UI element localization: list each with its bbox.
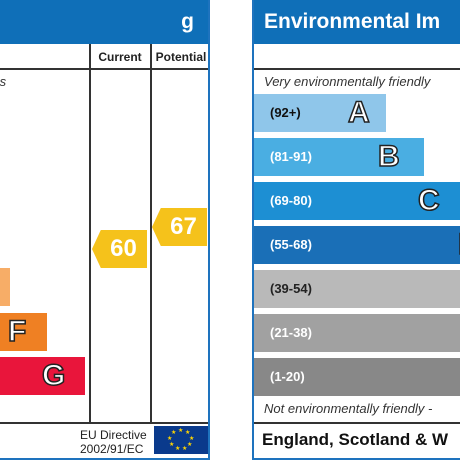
band-e-range: (39-54) <box>270 281 312 296</box>
directive-line-2: 2002/91/EC <box>80 442 144 456</box>
header-divider <box>254 68 460 70</box>
directive-line-1: EU Directive <box>80 428 147 442</box>
band-f: (21-38) <box>254 314 460 352</box>
band-f: F <box>0 313 47 351</box>
potential-column-header: Potential <box>152 44 208 70</box>
band-a-letter: A <box>347 95 370 130</box>
top-note: ts <box>0 74 7 89</box>
band-b: (81-91) B <box>254 138 424 176</box>
band-g: (1-20) <box>254 358 460 396</box>
current-column-header: Current <box>90 44 150 70</box>
eu-flag-icon: ★ ★ ★ ★ ★ ★ ★ ★ ★ <box>154 426 208 454</box>
band-a-range: (92+) <box>270 105 301 120</box>
energy-rating-title: g <box>0 0 208 44</box>
band-g-letter: G <box>41 358 66 393</box>
band-e: (39-54) <box>254 270 460 308</box>
band-c: (69-80) C <box>254 182 460 220</box>
footer-divider <box>254 422 460 424</box>
not-friendly-note: Not environmentally friendly - <box>264 401 433 416</box>
band-f-letter: F <box>7 314 27 349</box>
band-g-range: (1-20) <box>270 369 305 384</box>
environmental-impact-panel: Environmental Im Very environmentally fr… <box>252 0 460 460</box>
very-friendly-note: Very environmentally friendly <box>264 74 431 89</box>
current-rating-arrow: 60 <box>92 230 147 268</box>
band-d-range: (55-68) <box>270 237 312 252</box>
band-g: G <box>0 357 85 395</box>
energy-rating-panel: g Current Potential ts F G 60 67 EU Dire… <box>0 0 210 460</box>
rating-column-header <box>0 44 90 70</box>
potential-rating-arrow: 67 <box>152 208 207 246</box>
region-footer: England, Scotland & W <box>262 430 449 449</box>
footer-divider <box>0 422 208 424</box>
band-d: (55-68) D <box>254 226 460 264</box>
band-f-range: (21-38) <box>270 325 312 340</box>
environmental-impact-title: Environmental Im <box>254 0 460 44</box>
band-c-letter: C <box>417 183 440 218</box>
band-c-range: (69-80) <box>270 193 312 208</box>
column-divider <box>150 44 152 422</box>
band-d-letter: D <box>457 226 460 264</box>
band-e <box>0 268 10 306</box>
band-a: (92+) A <box>254 94 386 132</box>
band-b-letter: B <box>377 139 400 174</box>
column-divider <box>89 44 91 422</box>
band-b-range: (81-91) <box>270 149 312 164</box>
